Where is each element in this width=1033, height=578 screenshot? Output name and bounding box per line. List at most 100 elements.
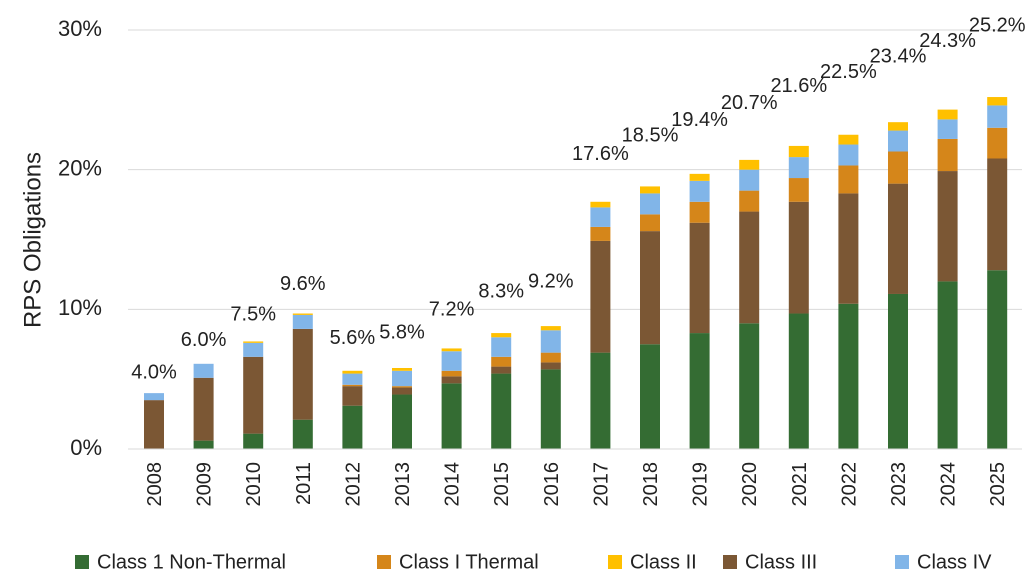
x-tick-label: 2022 — [838, 462, 860, 507]
bar-segment — [689, 222, 710, 334]
bar-segment — [590, 352, 611, 449]
total-label: 19.4% — [671, 109, 728, 131]
bar-segment — [590, 226, 611, 241]
bar-segment — [788, 157, 809, 179]
bar-segment — [243, 341, 264, 343]
bar-segment — [144, 400, 164, 449]
legend-swatch — [608, 555, 622, 569]
bar-segment — [441, 351, 462, 371]
total-label: 9.6% — [280, 273, 326, 295]
legend-swatch — [895, 555, 909, 569]
bar-segment — [788, 145, 809, 158]
total-label: 23.4% — [870, 45, 927, 67]
bar-segment — [193, 377, 214, 441]
bar-segment — [441, 370, 462, 377]
x-tick-label: 2013 — [392, 462, 414, 507]
bar-segment — [937, 119, 958, 139]
bar-segment — [392, 394, 412, 449]
legend-swatch — [75, 555, 89, 569]
total-label: 7.5% — [230, 304, 276, 326]
bar-segment — [689, 333, 710, 449]
bar-segment — [888, 122, 908, 131]
bar-segment — [243, 342, 264, 357]
bar-segment — [739, 323, 760, 449]
bar-segment — [392, 370, 412, 387]
bar-segment — [888, 151, 908, 184]
bar-segment — [937, 109, 958, 120]
bar-segment — [987, 270, 1008, 449]
x-tick-label: 2020 — [739, 462, 761, 507]
bar-segment — [937, 138, 958, 172]
bar-segment — [987, 127, 1008, 159]
bar-segment — [838, 193, 859, 304]
total-label: 6.0% — [181, 329, 227, 351]
legend-label: Class II — [630, 551, 697, 573]
total-label: 5.8% — [379, 321, 425, 343]
total-label: 20.7% — [721, 92, 778, 114]
bar-segment — [888, 130, 908, 152]
bar-segment — [689, 180, 710, 202]
bar-segment — [590, 240, 611, 353]
bar-segment — [441, 376, 462, 384]
bar-segment — [590, 201, 611, 208]
bar-segment — [739, 211, 760, 324]
bar-segment — [292, 419, 313, 449]
total-label: 9.2% — [528, 270, 574, 292]
x-tick-label: 2017 — [590, 462, 612, 507]
y-tick-label: 0% — [70, 435, 102, 460]
bar-segment — [788, 178, 809, 202]
bar-segment — [590, 207, 611, 227]
bar-segment — [392, 387, 412, 395]
bar-segment — [491, 366, 512, 374]
bar-segment — [739, 169, 760, 191]
x-tick-label: 2008 — [144, 462, 166, 507]
x-tick-label: 2019 — [690, 462, 712, 507]
bar-segment — [689, 201, 710, 223]
bar-segment — [640, 344, 660, 449]
bar-segment — [392, 367, 412, 371]
x-tick-label: 2023 — [888, 462, 910, 507]
bar-segment — [540, 352, 561, 363]
bar-segment — [144, 393, 164, 401]
bar-segment — [640, 186, 660, 194]
bar-segment — [491, 337, 512, 357]
bar-segment — [987, 158, 1008, 271]
bar-segment — [838, 303, 859, 449]
bar-segment — [342, 370, 363, 374]
x-tick-label: 2011 — [293, 462, 315, 505]
bar-segment — [937, 171, 958, 282]
bar-segment — [342, 373, 363, 385]
bar-segment — [243, 433, 264, 449]
total-label: 8.3% — [478, 280, 524, 302]
bar-segment — [937, 281, 958, 449]
bar-segment — [193, 440, 214, 449]
legend-label: Class I Thermal — [399, 551, 539, 573]
bar-segment — [441, 383, 462, 449]
bar-segment — [441, 348, 462, 352]
x-tick-label: 2025 — [987, 462, 1009, 507]
bar-segment — [788, 201, 809, 314]
x-tick-label: 2018 — [640, 462, 662, 507]
bar-segment — [243, 356, 264, 434]
y-tick-label: 10% — [58, 295, 102, 320]
x-tick-label: 2015 — [491, 462, 513, 507]
bar-segment — [292, 313, 313, 315]
bar-segment — [888, 293, 908, 449]
bar-segment — [292, 314, 313, 329]
legend-swatch — [377, 555, 391, 569]
y-axis-label: RPS Obligations — [19, 152, 46, 328]
bar-segment — [888, 183, 908, 294]
total-label: 7.2% — [429, 299, 475, 321]
bar-segment — [491, 373, 512, 449]
legend-swatch — [723, 555, 737, 569]
bar-segment — [540, 362, 561, 370]
bar-segment — [838, 165, 859, 194]
bar-segment — [491, 333, 512, 338]
legend-label: Class IV — [917, 551, 992, 573]
total-label: 18.5% — [622, 125, 679, 147]
legend-label: Class 1 Non-Thermal — [97, 551, 286, 573]
x-tick-label: 2024 — [938, 462, 960, 507]
bar-segment — [342, 386, 363, 406]
bar-segment — [640, 193, 660, 215]
